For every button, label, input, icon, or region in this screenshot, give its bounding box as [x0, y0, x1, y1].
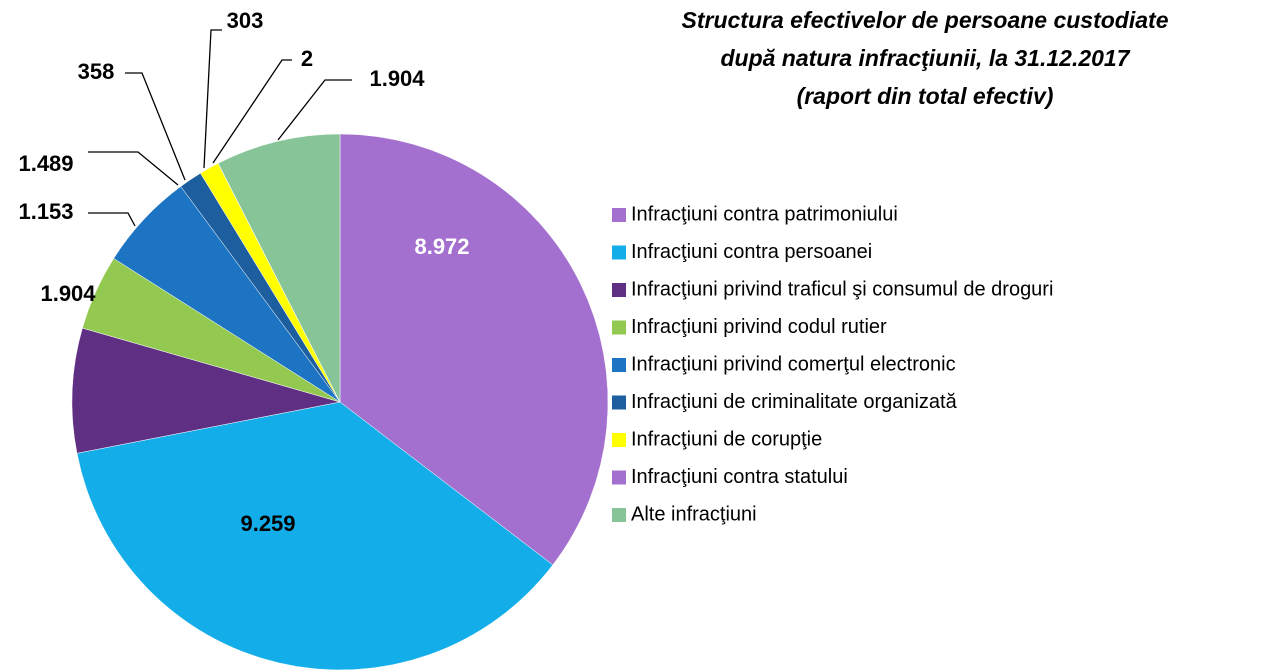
- legend-swatch: [612, 283, 626, 297]
- legend-swatch: [612, 320, 626, 335]
- legend-label: Infracţiuni de criminalitate organizată: [631, 391, 958, 413]
- legend-swatch: [612, 433, 626, 447]
- leader-line: [88, 212, 136, 227]
- data-label: 358: [78, 59, 115, 84]
- legend-label: Infracţiuni de corupţie: [631, 428, 822, 450]
- data-label: 1.904: [369, 66, 425, 91]
- leader-line: [277, 79, 352, 141]
- pie-slice: [339, 133, 609, 566]
- legend-label: Infracţiuni privind codul rutier: [631, 316, 887, 338]
- data-label: 303: [227, 8, 264, 33]
- data-label: 1.153: [18, 199, 73, 224]
- data-label: 1.904: [40, 281, 96, 306]
- pie-slice: [217, 133, 341, 403]
- legend-label: Alte infracţiuni: [631, 503, 757, 525]
- pie-slice: [71, 327, 341, 454]
- legend-label: Infracţiuni privind traficul şi consumul…: [631, 278, 1053, 300]
- leader-line: [212, 59, 292, 164]
- data-label: 9.259: [240, 511, 295, 536]
- data-label: 1.489: [18, 151, 73, 176]
- chart-title: (raport din total efectiv): [797, 83, 1054, 109]
- legend-swatch: [612, 470, 626, 485]
- data-label: 8.972: [414, 234, 469, 259]
- legend-swatch: [612, 508, 626, 522]
- legend-swatch: [612, 208, 626, 222]
- legend-swatch: [612, 358, 626, 372]
- chart-title: după natura infracţiunii, la 31.12.2017: [720, 45, 1130, 71]
- data-label: 2: [301, 46, 313, 71]
- legend-label: Infracţiuni contra statului: [631, 466, 848, 488]
- legend-swatch: [612, 395, 626, 410]
- chart-title: Structura efectivelor de persoane custod…: [682, 7, 1169, 33]
- legend-label: Infracţiuni privind comerţul electronic: [631, 353, 956, 375]
- legend-swatch: [612, 245, 626, 260]
- leader-line: [125, 72, 186, 181]
- pie-slice: [76, 401, 554, 671]
- legend-label: Infracţiuni contra patrimoniului: [631, 203, 898, 225]
- leader-line: [203, 29, 222, 169]
- legend-label: Infracţiuni contra persoanei: [631, 241, 872, 263]
- leader-line: [88, 151, 179, 186]
